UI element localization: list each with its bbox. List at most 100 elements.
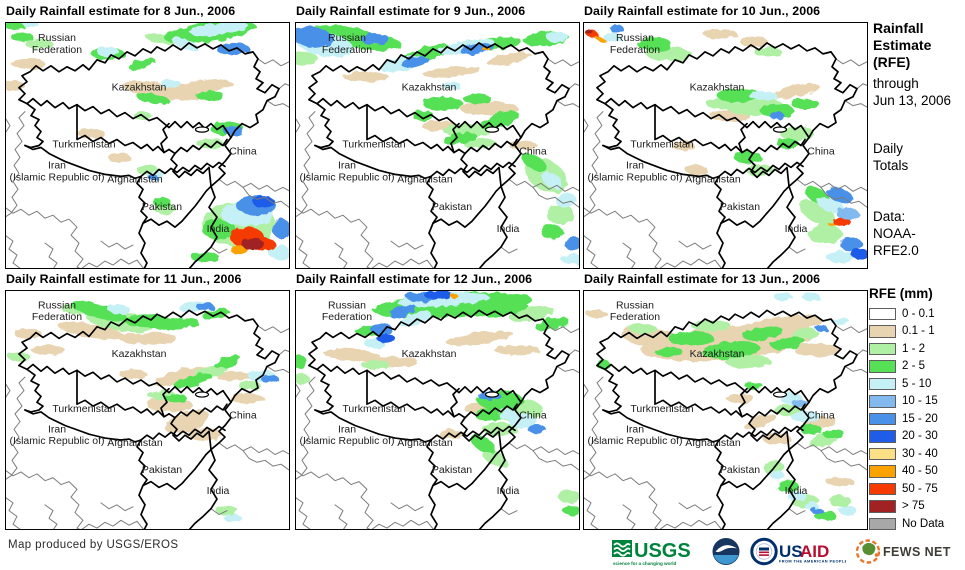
rain-blob-green (153, 197, 171, 208)
rain-blob-green (521, 153, 547, 172)
legend-label: > 75 (902, 500, 925, 513)
country-label-kazakhstan: Kazakhstan (112, 349, 167, 360)
rainfall-layer (586, 292, 857, 521)
country-label-china: China (519, 411, 547, 422)
map-credit: Map produced by USGS/EROS (8, 539, 179, 551)
rain-blob-red (833, 218, 851, 227)
country-label-india: India (497, 486, 520, 497)
country-label-turkmenistan: Turkmenistan (342, 140, 405, 151)
product-date-range: through Jun 13, 2006 (873, 75, 965, 109)
rain-blob-lblue (837, 208, 859, 221)
rain-blob-tan (486, 52, 532, 66)
lake-issyk-kul (772, 126, 788, 133)
panel-11-jun: Daily Rainfall estimate for 11 Jun., 200… (5, 271, 290, 530)
country-label-afghanistan: Afghanistan (685, 438, 741, 449)
rain-blob-cyan (555, 193, 577, 208)
rain-blob-green (541, 225, 563, 240)
noaa-seagull-icon (715, 544, 737, 552)
legend-label: 5 - 10 (902, 377, 932, 390)
rain-blob-mblue (261, 375, 279, 383)
legend-label: 10 - 15 (902, 395, 938, 408)
rain-blob-tan (586, 310, 608, 319)
country-label-kazakhstan: Kazakhstan (402, 349, 457, 360)
rain-blob-lgreen (808, 224, 842, 245)
country-label-russian-federation: Russian (38, 301, 76, 312)
rain-blob-tan (826, 476, 854, 487)
rain-blob-green (202, 219, 236, 240)
country-label-russian-federation: Federation (32, 312, 82, 323)
rain-blob-green (11, 31, 33, 42)
rain-blob-green (295, 354, 307, 369)
rain-blob-mblue (565, 237, 580, 252)
usgs-tagline: science for a changing world (613, 561, 676, 566)
legend-item: 0 - 0.1 (869, 305, 965, 323)
country-label-pakistan: Pakistan (142, 465, 183, 476)
country-label-india: India (785, 486, 808, 497)
product-title-line: (RFE) (873, 54, 911, 70)
rain-blob-mblue (770, 111, 784, 120)
panel-title-12-jun: Daily Rainfall estimate for 12 Jun., 200… (296, 272, 533, 286)
panel-10-jun: Daily Rainfall estimate for 10 Jun., 200… (583, 3, 868, 269)
rain-blob-lgreen (791, 328, 819, 339)
rain-blob-tan (147, 398, 193, 412)
country-label-iran: Iran (48, 424, 66, 435)
country-label-iran: Iran (338, 160, 356, 171)
rain-blob-cyan (831, 317, 849, 325)
rain-blob-lgreen (295, 374, 310, 384)
rain-blob-tan (122, 81, 202, 101)
rain-blob-lgreen (629, 323, 657, 334)
rain-blob-green (760, 103, 794, 118)
legend-item: 20 - 30 (869, 428, 965, 446)
panel-title-13-jun: Daily Rainfall estimate for 13 Jun., 200… (584, 272, 821, 286)
date-range-line: Jun 13, 2006 (873, 93, 952, 108)
rain-blob-cyan (561, 254, 580, 265)
rain-blob-green (463, 93, 491, 104)
usgs-logo: USGS science for a changing world (612, 539, 691, 566)
country-borders (295, 42, 580, 269)
rain-blob-mblue (528, 424, 546, 435)
legend-swatch (869, 517, 896, 530)
rain-blob-dred (585, 29, 593, 34)
legend-swatch (869, 360, 896, 373)
country-label-china: China (807, 146, 835, 157)
country-label-china: China (229, 411, 257, 422)
rain-blob-lgreen (239, 380, 261, 391)
country-label-china: China (807, 411, 835, 422)
country-label-russian-federation: Russian (328, 301, 366, 312)
legend-swatch (869, 412, 896, 425)
product-title: Rainfall Estimate (RFE) (873, 20, 965, 71)
usgs-wordmark: USGS (634, 540, 691, 562)
rain-blob-cyan (171, 37, 199, 51)
rain-blob-green (535, 316, 569, 331)
country-label-turkmenistan: Turkmenistan (630, 140, 693, 151)
country-label-turkmenistan: Turkmenistan (342, 404, 405, 415)
rain-blob-green (213, 355, 241, 369)
panel-title-10-jun: Daily Rainfall estimate for 10 Jun., 200… (584, 4, 821, 18)
rain-blob-green (481, 111, 519, 131)
product-title-line: Rainfall (873, 20, 924, 36)
country-label-iran: (Islamic Republic of) (587, 436, 682, 447)
rain-blob-lgreen (361, 359, 389, 370)
lake-issyk-kul (484, 391, 500, 398)
rain-blob-tan (343, 71, 389, 82)
country-label-kazakhstan: Kazakhstan (402, 83, 457, 94)
rain-blob-dblue (424, 290, 452, 300)
usgs-waves-icon (612, 539, 632, 557)
rain-blob-lgreen (780, 126, 814, 141)
panel-13-jun: Daily Rainfall estimate for 13 Jun., 200… (583, 271, 868, 530)
fewsnet-globe-dot (874, 552, 879, 557)
country-label-iran: Iran (338, 424, 356, 435)
legend-swatch (869, 447, 896, 460)
country-label-russian-federation: Russian (38, 33, 76, 44)
legend-item: 2 - 5 (869, 358, 965, 376)
legend-item: 40 - 50 (869, 463, 965, 481)
noaa-logo (712, 537, 740, 565)
data-source: Data: NOAA- RFE2.0 (873, 208, 965, 259)
